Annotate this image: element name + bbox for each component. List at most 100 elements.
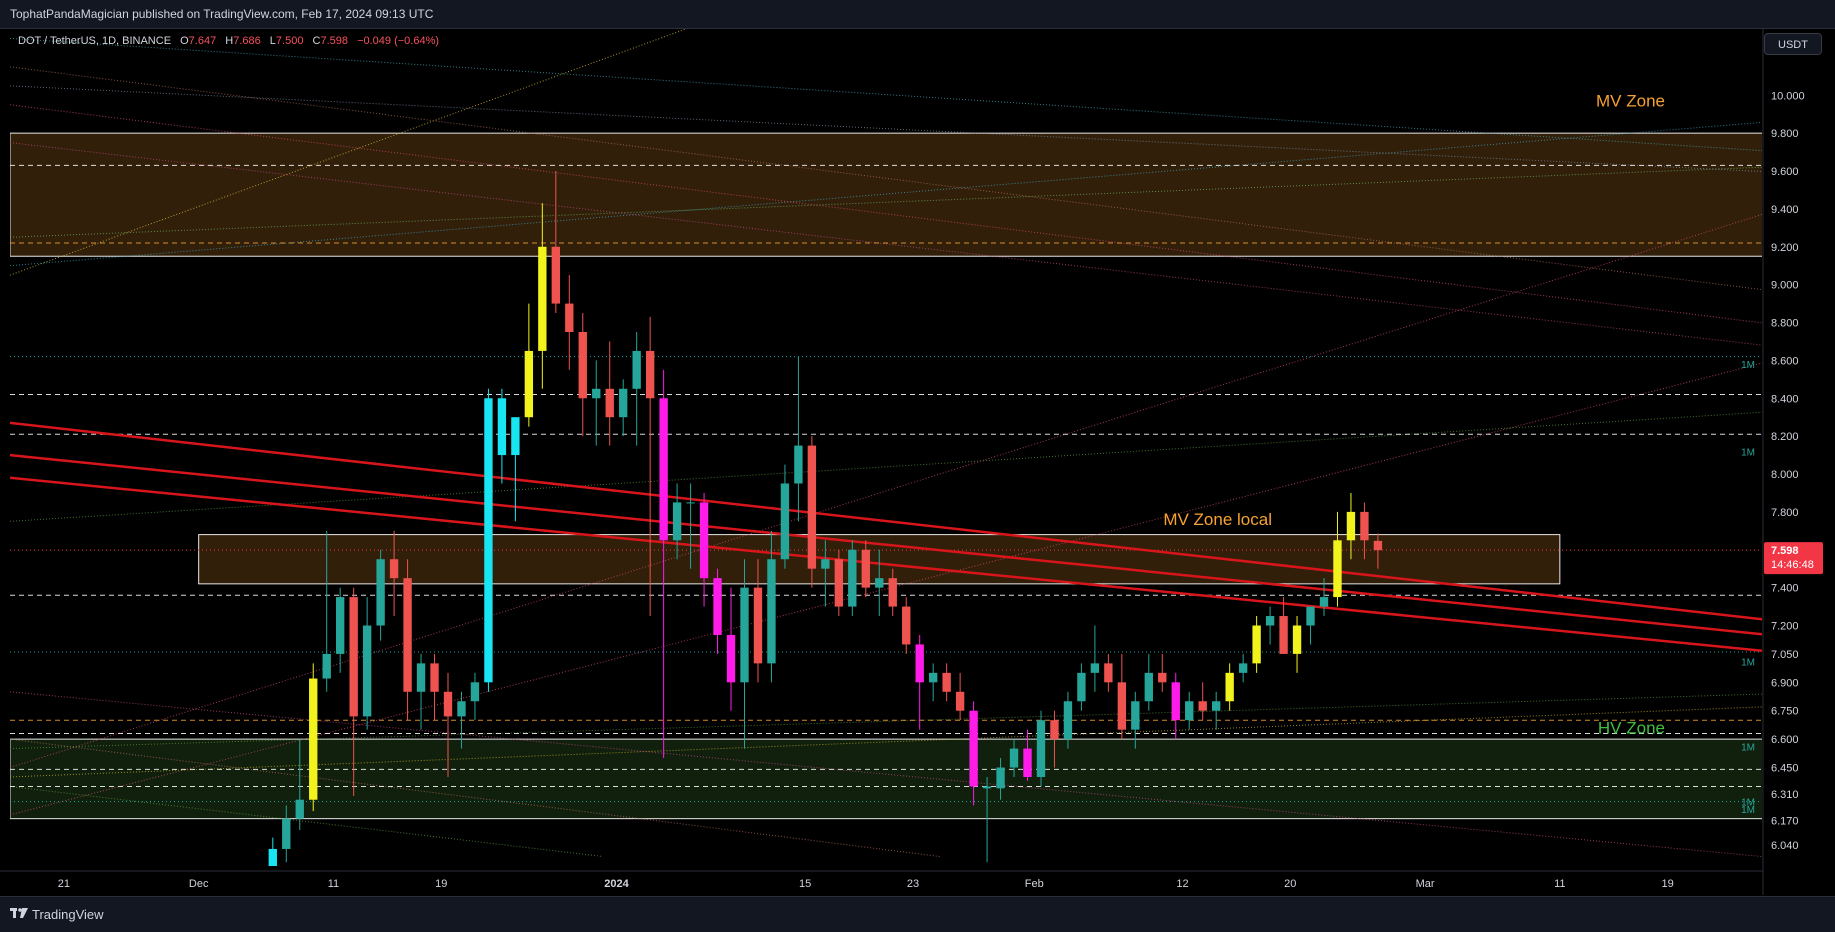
y-tick-label: 9.000 <box>1771 280 1799 292</box>
candle-body <box>996 767 1005 789</box>
candle <box>389 530 399 617</box>
candle-body <box>767 559 776 664</box>
candle-body <box>592 388 601 399</box>
candle <box>807 436 817 588</box>
symbol-name: DOT / TetherUS, 1D, BINANCE <box>18 35 172 47</box>
candle <box>295 739 304 831</box>
close-label: C <box>312 35 321 47</box>
candle-body <box>565 303 574 332</box>
candle-body <box>1050 720 1059 740</box>
last-price-value: 7.598 <box>1771 545 1799 557</box>
currency-button[interactable]: USDT <box>1764 33 1822 55</box>
level-tag-6: 1M <box>1741 805 1755 816</box>
candle <box>1225 663 1234 711</box>
y-tick-label: 7.200 <box>1771 621 1799 633</box>
zone-box-1 <box>10 132 1762 257</box>
candle-body <box>362 625 372 717</box>
candle <box>470 672 480 721</box>
candle-body <box>619 388 628 418</box>
candle <box>645 316 655 617</box>
mv-zone-local-label: MV Zone local <box>1163 510 1272 529</box>
candle-body <box>484 398 493 683</box>
candle <box>551 171 560 314</box>
candle-body <box>268 848 277 866</box>
candle-body <box>686 502 695 504</box>
candle-body <box>457 701 466 717</box>
candle <box>309 663 318 812</box>
candle <box>982 776 992 863</box>
x-tick-label: Dec <box>189 878 209 890</box>
candle <box>524 303 534 427</box>
candle-body <box>1360 511 1369 541</box>
x-tick-label: 19 <box>435 878 447 890</box>
level-tag-5: 1M <box>1741 798 1755 809</box>
candle-body <box>295 799 304 819</box>
candle <box>1050 710 1059 768</box>
decor-line-6 <box>10 104 1762 324</box>
candle-body <box>1212 701 1221 711</box>
candle-body <box>430 663 439 692</box>
candle-body <box>740 587 749 683</box>
candle-body <box>1144 672 1153 702</box>
candle <box>1333 511 1342 607</box>
candle-body <box>1036 720 1046 777</box>
y-tick-label: 7.050 <box>1771 649 1799 661</box>
candle <box>1158 653 1167 692</box>
candle <box>416 653 426 730</box>
candle <box>753 559 763 683</box>
candle-body <box>753 587 763 664</box>
level-tag-1: 1M <box>1741 360 1755 371</box>
y-tick-label: 9.600 <box>1771 166 1799 178</box>
candle <box>928 663 938 702</box>
publish-header: TophatPandaMagician published on Trading… <box>0 0 1835 29</box>
y-tick-label: 8.400 <box>1771 393 1799 405</box>
candle-body <box>942 672 951 692</box>
candle-body <box>1185 701 1194 721</box>
open-label: O <box>180 35 189 47</box>
trendline-1 <box>10 421 1762 621</box>
candle-body <box>1238 663 1248 673</box>
y-tick-label: 8.000 <box>1771 469 1799 481</box>
decor-line-11 <box>10 362 1762 816</box>
x-tick-label: 23 <box>907 878 919 890</box>
candle <box>268 837 277 866</box>
candle <box>349 587 358 796</box>
candle-body <box>282 818 291 849</box>
candle-body <box>322 653 331 679</box>
candle-body <box>1252 625 1261 664</box>
candle <box>902 597 911 654</box>
candle-body <box>1225 672 1234 702</box>
y-tick-label: 9.800 <box>1771 128 1799 140</box>
candle <box>430 653 439 721</box>
decor-line-13 <box>10 706 1762 778</box>
candle <box>457 691 466 749</box>
candle <box>740 559 749 749</box>
candle <box>443 672 453 777</box>
candle <box>1117 653 1127 740</box>
level-tag-4: 1M <box>1741 743 1755 754</box>
candle <box>1063 691 1073 749</box>
candle <box>1373 533 1383 569</box>
decor-line-2 <box>10 121 1762 267</box>
candle <box>632 331 641 446</box>
tradingview-logo-icon[interactable] <box>10 908 28 920</box>
candle <box>322 530 331 692</box>
level-tag-2: 1M <box>1741 447 1755 458</box>
level-tag-3: 1M <box>1741 657 1755 668</box>
trendline-3 <box>10 476 1762 653</box>
decor-line-4 <box>10 85 1762 173</box>
change-value: −0.049 (−0.64%) <box>357 35 440 47</box>
x-tick-label: 11 <box>1554 878 1565 890</box>
y-tick-label: 6.600 <box>1771 734 1799 746</box>
candle <box>1360 502 1369 560</box>
y-tick-label: 6.170 <box>1771 816 1799 828</box>
candle <box>659 369 668 759</box>
tradingview-brand[interactable]: TradingView <box>32 907 104 922</box>
y-tick-label: 9.400 <box>1771 204 1799 216</box>
candle-body <box>389 559 399 579</box>
candle-body <box>834 559 844 607</box>
y-tick-label: 10.000 <box>1771 90 1805 102</box>
candle <box>1265 606 1275 645</box>
candle-body <box>645 350 655 399</box>
